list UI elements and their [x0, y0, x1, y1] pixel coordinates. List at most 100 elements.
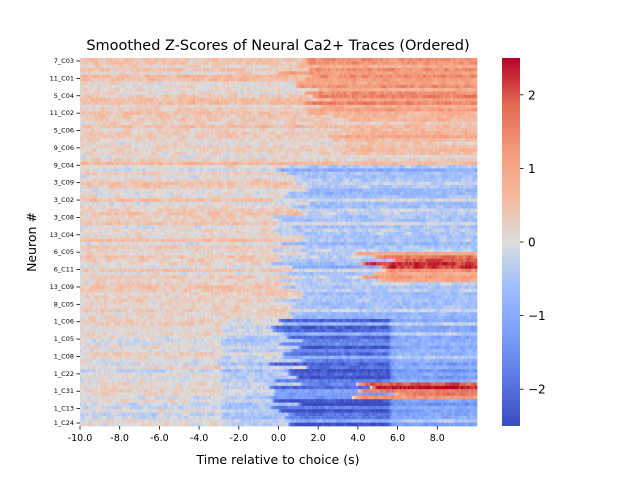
heatmap-cell [292, 74, 295, 79]
heatmap-cell [427, 61, 430, 66]
heatmap-cell [405, 91, 408, 96]
heatmap-cell [214, 91, 218, 96]
heatmap-cell [266, 58, 269, 62]
heatmap-cell [81, 104, 85, 109]
heatmap-cell [224, 134, 228, 139]
heatmap-cell [383, 61, 387, 66]
heatmap-cell [363, 64, 367, 69]
heatmap-cell [101, 94, 105, 99]
heatmap-cell [340, 124, 343, 129]
heatmap-cell [143, 108, 146, 112]
heatmap-cell [324, 88, 327, 92]
heatmap-cell [149, 94, 152, 99]
heatmap-cell [330, 71, 333, 76]
heatmap-cell [407, 61, 410, 66]
heatmap-cell [115, 101, 119, 106]
heatmap-cell [222, 78, 226, 82]
heatmap-cell [318, 131, 321, 136]
heatmap-cell [135, 134, 138, 139]
heatmap-cell [214, 81, 218, 86]
heatmap-cell [145, 101, 148, 106]
heatmap-cell [405, 101, 408, 106]
heatmap-cell [369, 94, 373, 99]
heatmap-cell [252, 68, 256, 72]
heatmap-cell [213, 134, 216, 139]
heatmap-cell [393, 101, 396, 106]
heatmap-cell [306, 91, 309, 96]
heatmap-cell [105, 64, 109, 69]
heatmap-cell [389, 121, 392, 126]
heatmap-cell [415, 124, 418, 129]
heatmap-cell [99, 138, 103, 142]
heatmap-cell [97, 128, 101, 132]
heatmap-cell [187, 91, 190, 96]
heatmap-cell [199, 121, 202, 126]
heatmap-cell [214, 64, 218, 69]
heatmap-cell [425, 94, 428, 99]
heatmap-cell [199, 64, 202, 69]
heatmap-cell [266, 71, 269, 76]
heatmap-cell [345, 58, 349, 62]
heatmap-cell [83, 111, 87, 116]
heatmap-cell [365, 64, 369, 69]
heatmap-cell [224, 64, 228, 69]
heatmap-cell [363, 108, 367, 112]
heatmap-cell [411, 101, 414, 106]
heatmap-cell [234, 108, 238, 112]
heatmap-cell [131, 74, 134, 79]
heatmap-cell [403, 114, 406, 119]
heatmap-cell [381, 118, 385, 122]
heatmap-cell [326, 78, 329, 82]
heatmap-cell [278, 108, 281, 112]
heatmap-cell [316, 108, 319, 112]
heatmap-cell [353, 88, 357, 92]
heatmap-cell [260, 98, 263, 102]
heatmap-cell [244, 104, 248, 109]
heatmap-cell [469, 81, 472, 86]
heatmap-cell [415, 111, 418, 116]
heatmap-cell [457, 84, 460, 89]
heatmap-cell [119, 111, 123, 116]
heatmap-cell [125, 98, 128, 102]
heatmap-cell [179, 78, 182, 82]
heatmap-cell [353, 91, 357, 96]
heatmap-cell [205, 124, 208, 129]
heatmap-cell [369, 81, 373, 86]
heatmap-cell [234, 118, 238, 122]
heatmap-cell [425, 138, 428, 142]
heatmap-cell [199, 88, 202, 92]
heatmap-cell [447, 78, 450, 82]
heatmap-cell [373, 58, 377, 62]
heatmap-cell [185, 101, 188, 106]
heatmap-cell [465, 91, 468, 96]
heatmap-cell [318, 91, 321, 96]
heatmap-cell [377, 91, 381, 96]
heatmap-cell [109, 81, 113, 86]
heatmap-cell [185, 131, 188, 136]
heatmap-cell [345, 61, 349, 66]
heatmap-cell [119, 71, 123, 76]
heatmap-cell [270, 74, 273, 79]
heatmap-cell [336, 98, 339, 102]
heatmap-cell [141, 131, 144, 136]
heatmap-cell [349, 78, 353, 82]
heatmap-cell [397, 68, 400, 72]
heatmap-cell [357, 71, 361, 76]
heatmap-cell [338, 98, 341, 102]
heatmap-cell [276, 121, 279, 126]
heatmap-cell [332, 91, 335, 96]
heatmap-cell [316, 101, 319, 106]
heatmap-cell [288, 121, 291, 126]
heatmap-cell [222, 131, 226, 136]
heatmap-cell [105, 74, 109, 79]
heatmap-cell [278, 88, 281, 92]
heatmap-cell [191, 124, 194, 129]
heatmap-cell [133, 124, 136, 129]
heatmap-cell [185, 104, 188, 109]
heatmap-cell [121, 121, 125, 126]
heatmap-cell [290, 108, 293, 112]
heatmap-cell [296, 111, 299, 116]
heatmap-cell [236, 84, 240, 89]
heatmap-cell [399, 88, 402, 92]
heatmap-cell [80, 98, 83, 102]
